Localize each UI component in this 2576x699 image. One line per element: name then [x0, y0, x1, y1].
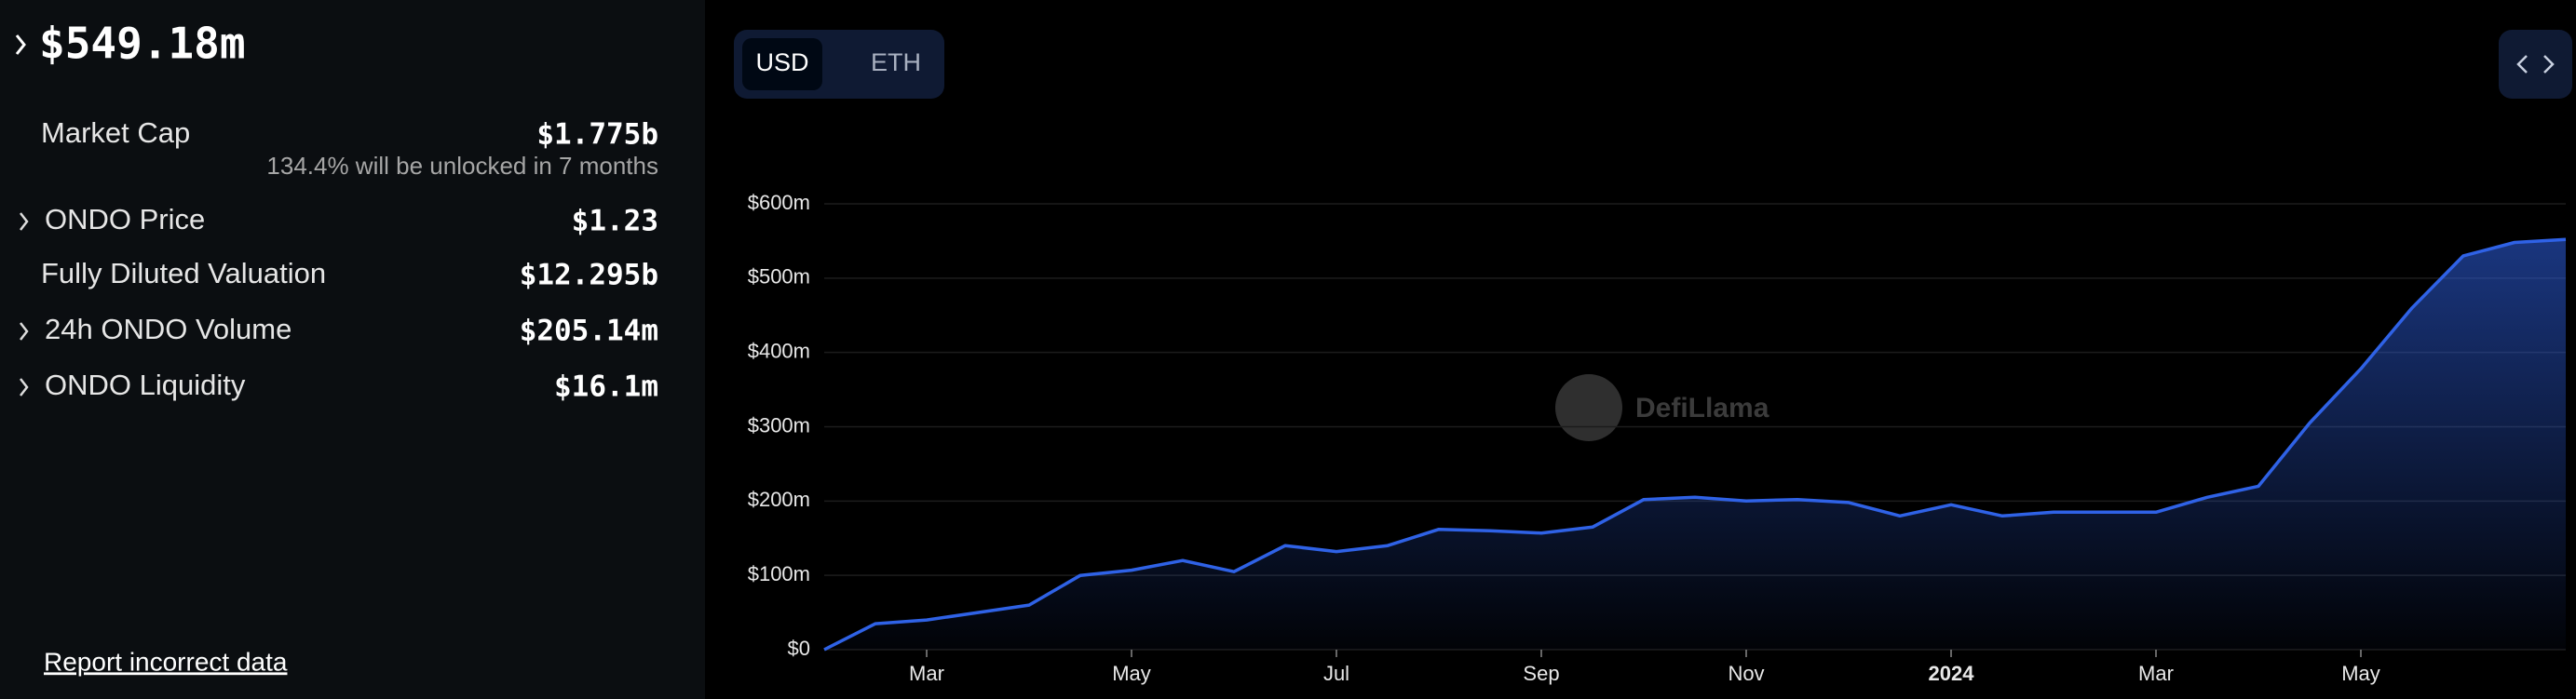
row-label[interactable]: 24h ONDO Volume: [45, 313, 291, 345]
watermark: DefiLlama: [1635, 393, 1769, 423]
y-tick-label: $500m: [748, 265, 810, 289]
row-value: $12.295b: [520, 259, 658, 292]
watermark-group: DefiLlama: [1555, 374, 1769, 441]
chevron[interactable]: [20, 378, 29, 397]
embed-button[interactable]: [2499, 30, 2572, 99]
toggle-active: [742, 38, 822, 90]
line: [823, 237, 2567, 652]
row-label: Fully Diluted Valuation: [41, 257, 326, 289]
row-label: Market Cap: [41, 116, 190, 149]
x-tick-label: Nov: [1728, 662, 1764, 685]
tvl-title: $549.18m: [39, 19, 246, 69]
y-tick-label: $0: [788, 637, 810, 660]
x-tick-label: 2024: [1929, 662, 1975, 685]
row-label[interactable]: ONDO Price: [45, 203, 205, 235]
row-value: $205.14m: [520, 315, 658, 348]
watermark-logo: [1555, 374, 1622, 441]
chevron[interactable]: [20, 322, 29, 341]
y-tick-label: $400m: [748, 339, 810, 362]
row-label[interactable]: ONDO Liquidity: [45, 369, 246, 401]
row-value: $1.775b: [536, 118, 658, 152]
chevron[interactable]: [15, 34, 26, 55]
row-value: $1.23: [572, 205, 658, 238]
row-note: 134.4% will be unlocked in 7 months: [266, 152, 658, 180]
chevron[interactable]: [20, 212, 29, 231]
x-tick-label: Sep: [1523, 662, 1559, 685]
summary-panel: [0, 0, 705, 699]
toggle-eth[interactable]: ETH: [871, 48, 921, 76]
report-link[interactable]: Report incorrect data: [44, 647, 288, 676]
y-tick-label: $200m: [748, 488, 810, 511]
y-tick-label: $300m: [748, 413, 810, 437]
x-tick-label: May: [1112, 662, 1151, 685]
area: [824, 239, 2566, 650]
x-tick-label: Jul: [1323, 662, 1349, 685]
toggle-usd[interactable]: USD: [755, 48, 808, 76]
y-tick-label: $100m: [748, 562, 810, 585]
x-tick-label: Mar: [2138, 662, 2174, 685]
row-value: $16.1m: [554, 370, 658, 404]
y-tick-label: $600m: [748, 191, 810, 214]
x-tick-label: Mar: [909, 662, 944, 685]
x-tick-label: May: [2341, 662, 2380, 685]
embed-icon: [2516, 55, 2555, 74]
